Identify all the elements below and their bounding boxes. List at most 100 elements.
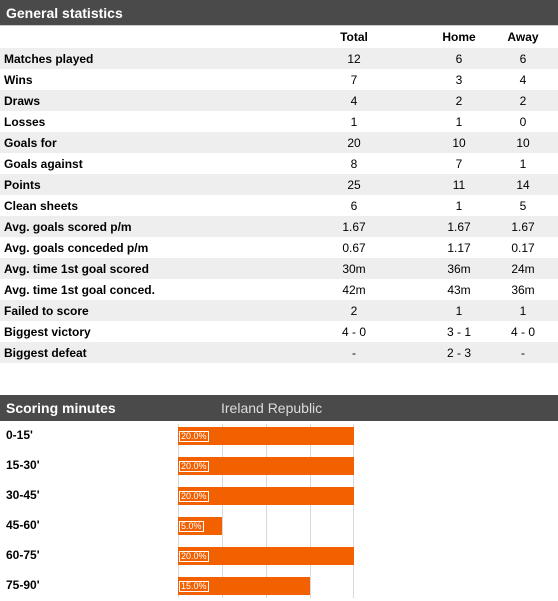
stat-label: Matches played <box>4 51 94 66</box>
stat-away: 24m <box>511 261 535 276</box>
scoring-minutes-panel: Scoring minutes Ireland Republic 0-15' 20… <box>0 395 558 601</box>
stat-home: 6 <box>455 51 463 66</box>
stat-away: - <box>521 345 525 360</box>
scoring-bar: 20.0% <box>178 487 354 505</box>
stat-away: 6 <box>519 51 527 66</box>
column-header-away: Away <box>507 30 539 44</box>
stat-total: 7 <box>350 72 358 87</box>
table-row: Biggest defeat - 2 - 3 - <box>0 342 558 363</box>
table-row: Biggest victory 4 - 0 3 - 1 4 - 0 <box>0 321 558 342</box>
stat-home: 3 <box>455 72 463 87</box>
stat-label: Points <box>4 177 41 192</box>
stat-away: 4 - 0 <box>510 324 535 339</box>
stat-total: 4 <box>350 93 358 108</box>
scoring-interval-label: 45-60' <box>6 518 40 532</box>
stat-total: 1.67 <box>342 219 366 234</box>
stat-home: 1.67 <box>447 219 471 234</box>
scoring-row: 75-90' 15.0% <box>0 571 558 601</box>
scoring-interval-label: 75-90' <box>6 578 40 592</box>
stat-label: Biggest defeat <box>4 345 87 360</box>
table-row: Avg. time 1st goal scored 30m 36m 24m <box>0 258 558 279</box>
general-statistics-header: General statistics <box>0 0 558 26</box>
stat-label: Clean sheets <box>4 198 79 213</box>
scoring-row: 15-30' 20.0% <box>0 451 558 481</box>
stat-label: Goals for <box>4 135 57 150</box>
table-row: Avg. goals conceded p/m 0.67 1.17 0.17 <box>0 237 558 258</box>
stat-total: 2 <box>350 303 358 318</box>
chart-gridlines <box>178 424 354 598</box>
scoring-percent-label: 20.0% <box>179 551 209 562</box>
scoring-bar: 20.0% <box>178 547 354 565</box>
general-statistics-panel: General statistics Total Home Away Match… <box>0 0 558 363</box>
column-header-label <box>0 26 278 48</box>
scoring-bar: 5.0% <box>178 517 222 535</box>
stat-label: Goals against <box>4 156 83 171</box>
stat-label: Avg. time 1st goal scored <box>4 261 149 276</box>
stat-label: Wins <box>4 72 33 87</box>
stat-total: - <box>352 345 356 360</box>
stat-away: 10 <box>516 135 530 150</box>
stat-away: 1 <box>519 156 527 171</box>
stat-home: 2 - 3 <box>446 345 471 360</box>
scoring-row: 0-15' 20.0% <box>0 421 558 451</box>
stat-away: 1.67 <box>511 219 535 234</box>
table-header-row: Total Home Away <box>0 26 558 48</box>
scoring-bar: 20.0% <box>178 427 354 445</box>
stat-away: 1 <box>519 303 527 318</box>
stat-home: 36m <box>447 261 471 276</box>
stat-home: 1 <box>455 198 463 213</box>
scoring-percent-label: 15.0% <box>179 581 209 592</box>
scoring-percent-label: 20.0% <box>179 491 209 502</box>
stat-home: 43m <box>447 282 471 297</box>
stat-label: Failed to score <box>4 303 89 318</box>
stat-label: Losses <box>4 114 46 129</box>
scoring-row: 30-45' 20.0% <box>0 481 558 511</box>
scoring-bar: 20.0% <box>178 457 354 475</box>
scoring-minutes-chart: 0-15' 20.0% 15-30' 20.0% 30-45' 20.0% 45-60' 5.… <box>0 421 558 601</box>
scoring-percent-label: 20.0% <box>179 431 209 442</box>
scoring-row: 60-75' 20.0% <box>0 541 558 571</box>
stat-home: 11 <box>452 177 466 192</box>
stat-total: 30m <box>342 261 366 276</box>
scoring-percent-label: 5.0% <box>179 521 204 532</box>
stat-total: 0.67 <box>342 240 366 255</box>
stat-total: 4 - 0 <box>341 324 366 339</box>
column-header-home: Home <box>442 30 476 44</box>
stat-label: Avg. time 1st goal conced. <box>4 282 155 297</box>
stat-home: 10 <box>452 135 466 150</box>
stat-home: 3 - 1 <box>446 324 471 339</box>
stat-total: 12 <box>347 51 361 66</box>
stat-away: 0.17 <box>511 240 535 255</box>
table-row: Matches played 12 6 6 <box>0 48 558 69</box>
table-row: Draws 4 2 2 <box>0 90 558 111</box>
stat-total: 8 <box>350 156 358 171</box>
stat-total: 20 <box>347 135 361 150</box>
stat-total: 42m <box>342 282 366 297</box>
scoring-interval-label: 0-15' <box>6 428 33 442</box>
stat-home: 1 <box>455 303 463 318</box>
stat-away: 5 <box>519 198 527 213</box>
table-row: Points 25 11 14 <box>0 174 558 195</box>
stat-away: 14 <box>516 177 530 192</box>
table-row: Losses 1 1 0 <box>0 111 558 132</box>
scoring-interval-label: 60-75' <box>6 548 40 562</box>
stat-total: 1 <box>350 114 358 129</box>
stat-away: 4 <box>519 72 527 87</box>
scoring-interval-label: 30-45' <box>6 488 40 502</box>
scoring-interval-label: 15-30' <box>6 458 40 472</box>
stat-home: 7 <box>455 156 463 171</box>
table-row: Failed to score 2 1 1 <box>0 300 558 321</box>
stat-label: Biggest victory <box>4 324 91 339</box>
table-row: Avg. goals scored p/m 1.67 1.67 1.67 <box>0 216 558 237</box>
scoring-row: 45-60' 5.0% <box>0 511 558 541</box>
stat-away: 0 <box>519 114 527 129</box>
stat-home: 1 <box>455 114 463 129</box>
scoring-minutes-title: Scoring minutes <box>6 400 116 416</box>
table-row: Goals for 20 10 10 <box>0 132 558 153</box>
team-name: Ireland Republic <box>221 400 323 416</box>
stat-home: 2 <box>455 93 463 108</box>
table-row: Clean sheets 6 1 5 <box>0 195 558 216</box>
table-row: Goals against 8 7 1 <box>0 153 558 174</box>
stat-home: 1.17 <box>447 240 471 255</box>
general-statistics-table: Total Home Away Matches played 12 6 6 Wins 7 3… <box>0 26 558 363</box>
